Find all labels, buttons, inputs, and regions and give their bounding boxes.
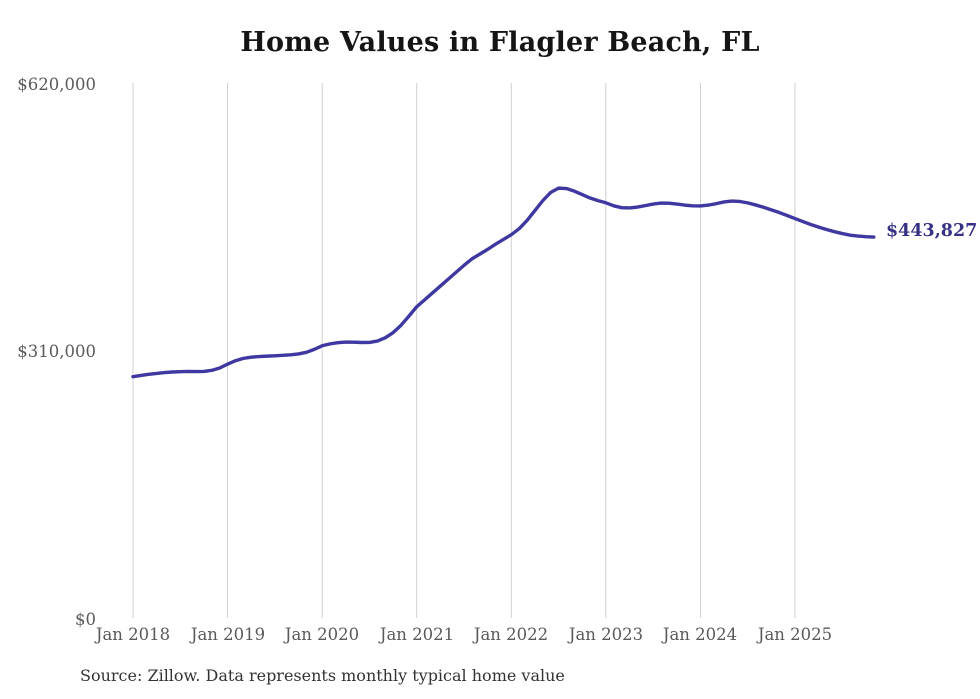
y-tick-label-620000: $620,000 <box>17 75 96 94</box>
gridlines <box>132 83 796 618</box>
y-tick-label-0: $0 <box>75 610 96 629</box>
x-tick-label-2023: Jan 2023 <box>568 625 644 644</box>
x-tick-label-2022: Jan 2022 <box>473 625 549 644</box>
x-tick-label-2018: Jan 2018 <box>95 625 171 644</box>
end-value-label: $443,827 <box>886 221 978 241</box>
source-note: Source: Zillow. Data represents monthly … <box>80 666 565 685</box>
x-tick-label-2024: Jan 2024 <box>662 625 738 644</box>
y-tick-label-310000: $310,000 <box>17 342 96 361</box>
x-tick-label-2025: Jan 2025 <box>757 625 833 644</box>
x-tick-label-2019: Jan 2019 <box>190 625 266 644</box>
value-line <box>131 186 876 379</box>
x-tick-label-2020: Jan 2020 <box>284 625 360 644</box>
x-tick-label-2021: Jan 2021 <box>379 625 455 644</box>
chart-title: Home Values in Flagler Beach, FL <box>240 27 760 58</box>
